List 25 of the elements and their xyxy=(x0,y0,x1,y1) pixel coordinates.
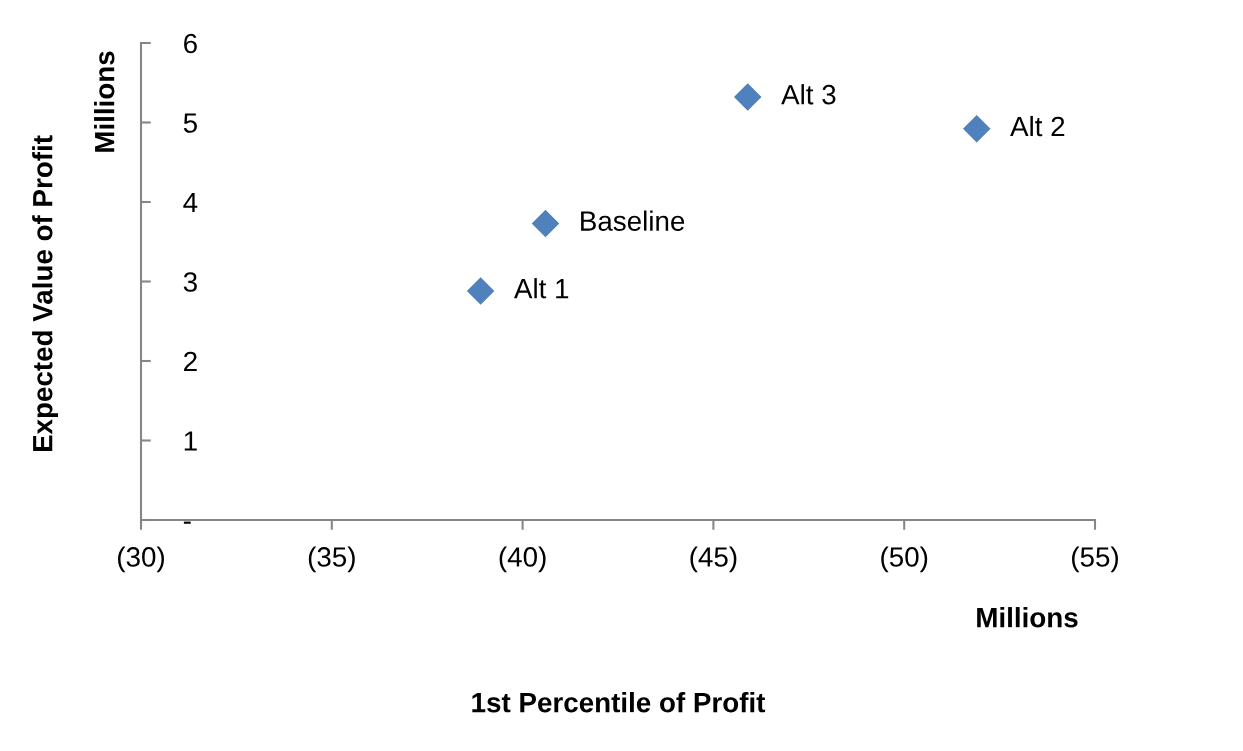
point xyxy=(963,115,991,143)
text: Millions xyxy=(977,607,1078,628)
x-tick-label: (35) xyxy=(308,546,355,573)
y-axis-title: Expected Value of Profit xyxy=(32,135,58,452)
x-tick-label: (30) xyxy=(118,546,164,573)
series-label: Alt 1 xyxy=(514,278,569,299)
x-tick-label: (45) xyxy=(690,546,737,573)
y-tick-label: 6 xyxy=(184,33,197,54)
x-axis-title: 1st Percentile of Profit xyxy=(472,692,766,713)
x-tick-label: (50) xyxy=(881,546,928,573)
x-tick-label: (40) xyxy=(499,546,546,573)
y-tick-label: 3 xyxy=(183,272,197,292)
y-tick-label: 2 xyxy=(184,351,197,372)
point xyxy=(467,277,495,305)
series-label: Alt 3 xyxy=(781,84,836,105)
series-label: Baseline xyxy=(581,210,685,231)
y-tick-label: 1 xyxy=(184,431,197,451)
point xyxy=(532,210,559,237)
text: Millions xyxy=(94,51,115,152)
y-tick-label: 4 xyxy=(183,192,198,213)
point xyxy=(734,83,762,111)
x-tick-label: (55) xyxy=(1072,546,1118,573)
y-tick-label: - xyxy=(183,521,191,524)
y-tick-label: 5 xyxy=(183,113,197,133)
series-label: Alt 2 xyxy=(1010,115,1065,137)
